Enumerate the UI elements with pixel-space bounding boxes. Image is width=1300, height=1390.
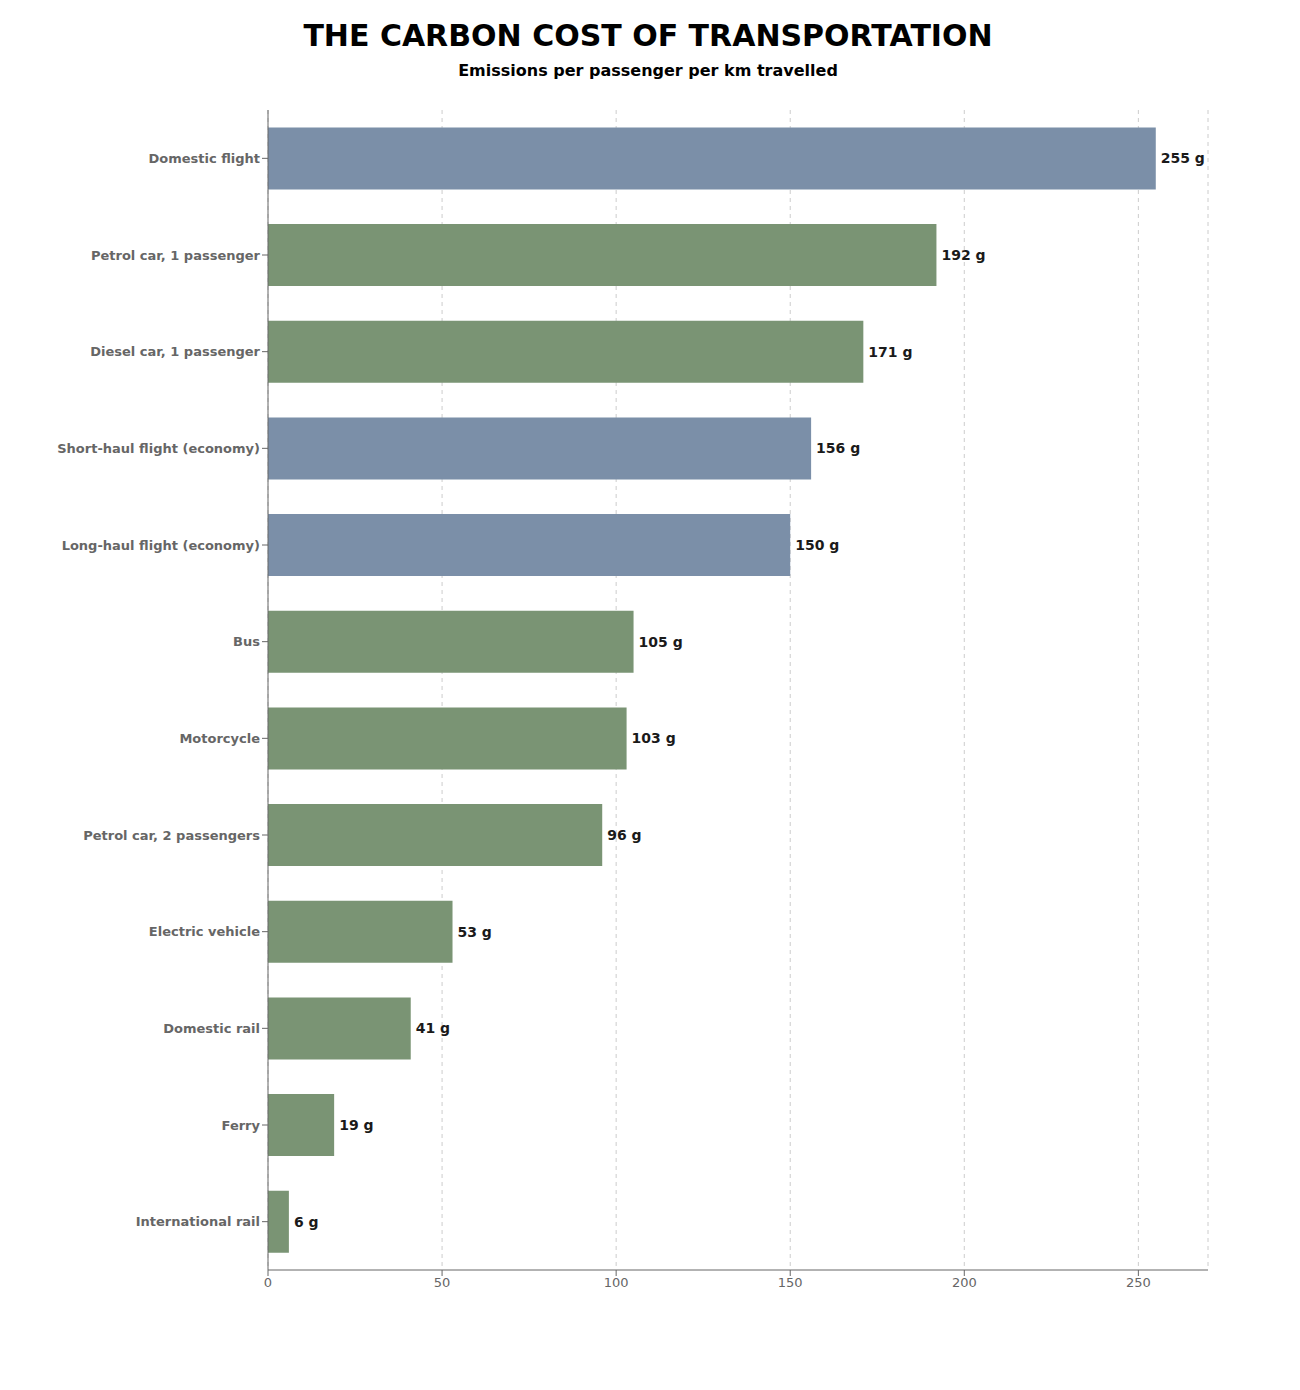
- svg-text:0: 0: [264, 1275, 272, 1290]
- svg-text:Diesel car, 1 passenger: Diesel car, 1 passenger: [90, 344, 260, 359]
- svg-text:41 g: 41 g: [416, 1020, 450, 1036]
- svg-text:103 g: 103 g: [632, 730, 676, 746]
- html-text:THE CARBON COST OF TRANSPORTAT: THE CARBON COST OF TRANSPORTATION: [303, 18, 993, 53]
- svg-text:50: 50: [434, 1275, 451, 1290]
- svg-text:105 g: 105 g: [639, 634, 683, 650]
- svg-text:100: 100: [604, 1275, 629, 1290]
- svg-text:6 g: 6 g: [294, 1214, 319, 1230]
- svg-text:Long-haul flight (economy): Long-haul flight (economy): [62, 538, 260, 553]
- svg-text:156 g: 156 g: [816, 440, 860, 456]
- svg-text:Bus: Bus: [233, 634, 260, 649]
- svg-text:150 g: 150 g: [795, 537, 839, 553]
- svg-text:171 g: 171 g: [868, 344, 912, 360]
- svg-text:96 g: 96 g: [607, 827, 641, 843]
- html-text:Emissions per passenger per km: Emissions per passenger per km travelled: [458, 61, 838, 80]
- svg-text:Electric vehicle: Electric vehicle: [149, 924, 260, 939]
- svg-text:Petrol car, 1 passenger: Petrol car, 1 passenger: [91, 248, 261, 263]
- svg-text:150: 150: [778, 1275, 803, 1290]
- svg-text:Domestic flight: Domestic flight: [148, 151, 260, 166]
- svg-text:International rail: International rail: [136, 1214, 260, 1229]
- svg-text:200: 200: [952, 1275, 977, 1290]
- svg-text:Short-haul flight (economy): Short-haul flight (economy): [57, 441, 260, 456]
- svg-text:250: 250: [1126, 1275, 1151, 1290]
- svg-text:Ferry: Ferry: [222, 1118, 261, 1133]
- svg-text:255 g: 255 g: [1161, 150, 1205, 166]
- svg-text:Motorcycle: Motorcycle: [179, 731, 260, 746]
- svg-text:Petrol car, 2 passengers: Petrol car, 2 passengers: [83, 828, 260, 843]
- svg-text:19 g: 19 g: [339, 1117, 373, 1133]
- svg-text:Domestic rail: Domestic rail: [163, 1021, 260, 1036]
- svg-text:53 g: 53 g: [458, 924, 492, 940]
- svg-text:192 g: 192 g: [941, 247, 985, 263]
